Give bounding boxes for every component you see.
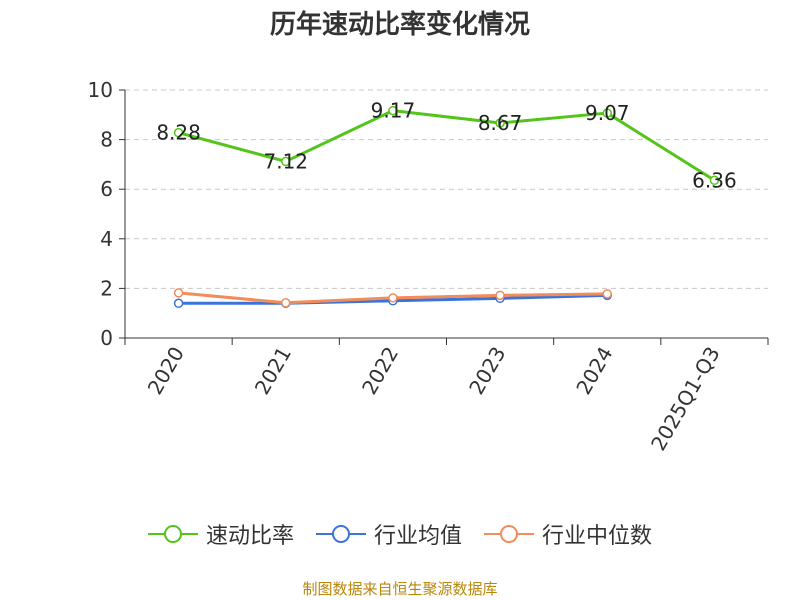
source-note: 制图数据来自恒生聚源数据库 (302, 580, 498, 598)
data-label-0-0: 8.28 (156, 121, 201, 145)
data-label-0-2: 9.17 (371, 99, 416, 123)
y-tick-label-4: 4 (100, 227, 113, 251)
data-point-0-3 (495, 118, 505, 128)
data-label-0-3: 8.67 (478, 111, 523, 135)
legend-industry-median-icon (484, 525, 534, 543)
y-tick-label-0: 0 (100, 326, 113, 350)
legend-label-industry-avg: 行业均值 (373, 524, 462, 549)
data-point-2-2 (388, 293, 398, 303)
data-point-2-1 (281, 298, 291, 308)
legend-item-industry-avg[interactable]: 行业均值 (315, 518, 462, 550)
x-tick-label-2023: 2023 (464, 343, 510, 399)
legend-item-industry-median[interactable]: 行业中位数 (484, 518, 652, 550)
y-tick-label-8: 8 (100, 128, 113, 152)
line-chart: 0 2 4 6 8 10 2020 2021 2022 2023 2024 2025Q1-Q3 8.2… (88, 78, 769, 455)
y-tick-label-2: 2 (100, 276, 113, 300)
legend-label-quick-ratio: 速动比率 (205, 524, 294, 549)
data-point-1-0 (173, 298, 184, 309)
legend: 速动比率 行业均值 行业中位数 (0, 518, 800, 550)
x-tick-label-2024: 2024 (571, 343, 617, 399)
x-tick-label-2021: 2021 (250, 343, 296, 399)
x-tick-label-2025Q1-Q3: 2025Q1-Q3 (646, 343, 725, 455)
y-tick-label-10: 10 (88, 78, 113, 102)
data-point-0-1 (281, 156, 291, 167)
data-label-0-5: 6.36 (692, 168, 737, 192)
axes: 0 2 4 6 8 10 2020 2021 2022 2023 2024 2025Q1-Q3 (88, 78, 769, 455)
legend-item-quick-ratio[interactable]: 速动比率 (147, 518, 294, 550)
legend-label-industry-median: 行业中位数 (542, 524, 653, 549)
data-point-2-3 (495, 290, 505, 301)
grid-lines (125, 89, 768, 289)
x-tick-label-2020: 2020 (143, 343, 189, 399)
legend-quick-ratio-icon (147, 525, 198, 543)
data-point-2-4 (602, 289, 612, 299)
data-point-0-5 (709, 175, 720, 186)
data-point-0-0 (173, 127, 184, 138)
series-line-0 (178, 109, 716, 182)
legend-industry-avg-icon (315, 525, 366, 543)
x-tick-label-2022: 2022 (357, 343, 403, 399)
data-label-0-4: 9.07 (585, 101, 630, 125)
y-tick-label-6: 6 (100, 177, 113, 201)
data-labels: 8.28 7.12 9.17 8.67 9.07 6.36 (156, 99, 736, 193)
data-point-0-2 (388, 105, 398, 116)
data-point-0-4 (602, 108, 612, 118)
series-lines (173, 105, 720, 309)
chart-title: 历年速动比率变化情况 (269, 10, 530, 40)
data-point-2-0 (173, 288, 184, 298)
data-label-0-1: 7.12 (263, 149, 308, 173)
